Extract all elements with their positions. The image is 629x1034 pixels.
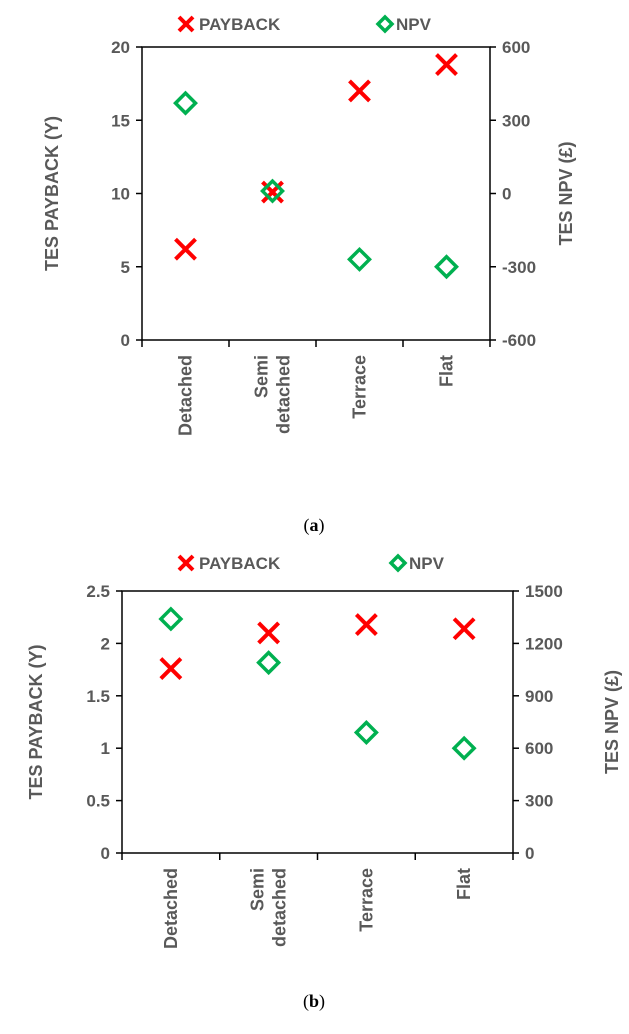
npv-point <box>347 246 372 272</box>
y-axis-title: TES PAYBACK (Y) <box>42 116 62 271</box>
category-label: detached <box>270 868 290 947</box>
caption-open: ( <box>304 515 310 536</box>
legend-npv-icon <box>388 553 408 573</box>
category-label: detached <box>274 355 294 434</box>
y2-tick-label: 900 <box>525 687 553 706</box>
y2-tick-label: 1500 <box>525 582 563 601</box>
y-axis-title: TES PAYBACK (Y) <box>26 644 46 799</box>
npv-point <box>158 606 184 632</box>
panel-caption: (a) <box>304 515 325 536</box>
legend-npv-label: NPV <box>396 15 432 34</box>
y2-tick-label: -600 <box>502 331 536 350</box>
category-label: Detached <box>176 355 196 436</box>
chart-panel-a: 0 5 10 15 20 -600 -300 0 300 600 Detached Semi detac… <box>42 14 576 536</box>
category-label: Terrace <box>350 355 370 419</box>
legend-payback-icon-b <box>177 554 195 572</box>
y2-tick-label: 300 <box>525 792 553 811</box>
y2-axis-title: TES NPV (£) <box>602 670 622 774</box>
y-tick-label: 5 <box>121 258 130 277</box>
caption-close: ) <box>319 515 325 536</box>
legend-npv-icon <box>375 14 395 34</box>
y2-tick-label: 0 <box>502 185 511 204</box>
y-tick-label: 2.5 <box>86 582 110 601</box>
npv-point <box>173 90 198 116</box>
legend-npv-label: NPV <box>409 554 445 573</box>
payback-point-b <box>435 53 458 76</box>
npv-point <box>260 178 285 204</box>
npv-point <box>353 720 379 745</box>
caption-open: ( <box>303 991 309 1012</box>
y2-tick-label: 1200 <box>525 634 563 653</box>
legend-payback-label: PAYBACK <box>199 15 281 34</box>
y2-tick-label: 0 <box>525 844 534 863</box>
payback-point-b <box>348 79 371 103</box>
y-tick-label: 0.5 <box>86 792 110 811</box>
legend-payback-icon-b <box>177 15 195 33</box>
y2-tick-label: -300 <box>502 258 536 277</box>
y-tick-label: 0 <box>101 844 110 863</box>
y-tick-label: 20 <box>111 38 130 57</box>
caption-close: ) <box>319 991 325 1012</box>
y-tick-label: 1.5 <box>86 687 110 706</box>
npv-point <box>256 650 282 676</box>
y-tick-label: 2 <box>101 634 110 653</box>
category-label: Flat <box>437 355 457 387</box>
y-tick-label: 0 <box>121 331 130 350</box>
category-label: Semi <box>248 868 268 911</box>
y2-tick-label: 600 <box>525 739 553 758</box>
y-tick-label: 15 <box>111 111 130 130</box>
category-label: Terrace <box>356 868 376 932</box>
plot-area <box>121 590 514 854</box>
payback-point-b <box>257 621 281 645</box>
npv-point <box>434 254 459 280</box>
plot-area <box>141 46 491 341</box>
payback-point-b <box>452 617 476 641</box>
chart-panel-b: 0 0.5 1 1.5 2 2.5 0 300 600 900 1200 1500 Detached Se… <box>26 553 622 1012</box>
caption-letter: b <box>309 991 319 1011</box>
category-label: Semi <box>252 355 272 398</box>
category-label: Flat <box>454 868 474 900</box>
payback-point-b <box>354 613 378 636</box>
y2-tick-label: 300 <box>502 111 530 130</box>
npv-point <box>451 735 477 761</box>
y-tick-label: 1 <box>101 739 110 758</box>
caption-letter: a <box>310 515 319 535</box>
payback-point-b <box>159 657 183 680</box>
y-tick-label: 10 <box>111 185 130 204</box>
y2-tick-label: 600 <box>502 38 530 57</box>
y2-axis-title: TES NPV (£) <box>556 141 576 245</box>
category-label: Detached <box>161 868 181 949</box>
panel-caption: (b) <box>303 991 325 1012</box>
legend-payback-label: PAYBACK <box>199 554 281 573</box>
payback-point-b <box>174 237 197 261</box>
